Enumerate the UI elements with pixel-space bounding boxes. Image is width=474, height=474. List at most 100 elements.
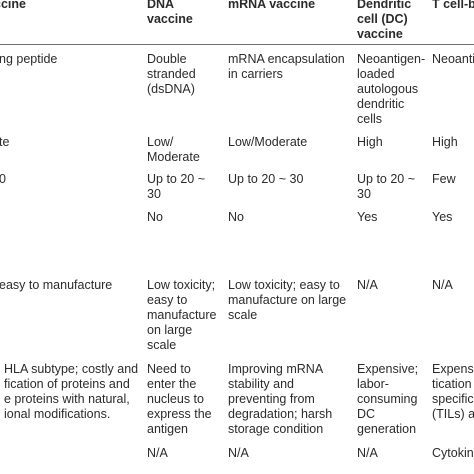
cell-line: N/A	[147, 446, 168, 460]
row-6-dc: Expensive; labor- consuming DC generatio…	[357, 362, 418, 437]
row-6-dna: Need to enter the nucleus to express the…	[147, 362, 212, 437]
row-2-col-0: te	[0, 135, 9, 150]
cell-line: antigen	[147, 422, 189, 436]
row-7-t-cell: Cytokin	[432, 446, 474, 461]
cell-line: easy to manufacture	[0, 278, 113, 292]
cell-line: degradation; harsh	[228, 407, 333, 421]
header-dc-vaccine: Dendritic cell (DC) vaccine	[357, 0, 411, 42]
cell-line: dendritic	[357, 97, 405, 111]
row-4-t-cell: Yes	[432, 210, 452, 225]
row-1-col-0: ng peptide	[0, 52, 57, 67]
row-2-dc: High	[357, 135, 383, 150]
row-3-mrna: Up to 20 ~ 30	[228, 172, 303, 187]
cell-line: manufacture on large	[228, 293, 347, 307]
cell-line: stability and	[228, 377, 295, 391]
row-5-dc: N/A	[357, 278, 378, 293]
cell-line: specific	[432, 392, 474, 406]
header-dna-vaccine: DNA vaccine	[147, 0, 193, 27]
cell-line: cells	[357, 112, 383, 126]
cell-line: N/A	[228, 446, 249, 460]
cell-line: Up to 20 ~	[147, 172, 206, 186]
cell-line: Few	[432, 172, 456, 186]
cell-line: in carriers	[228, 67, 283, 81]
row-3-t-cell: Few	[432, 172, 456, 187]
cell-line: e proteins with natural,	[4, 392, 130, 406]
cell-line: loaded	[357, 67, 395, 81]
cell-line: N/A	[432, 278, 453, 292]
cell-line: scale	[228, 308, 258, 322]
row-2-mrna: Low/Moderate	[228, 135, 307, 150]
row-5-t-cell: N/A	[432, 278, 453, 293]
cell-line: N/A	[357, 278, 378, 292]
cell-line: nucleus to	[147, 392, 204, 406]
cell-line: N/A	[357, 446, 378, 460]
cell-line: express the	[147, 407, 212, 421]
cell-line: preventing from	[228, 392, 315, 406]
row-4-dna: No	[147, 210, 163, 225]
cell-line: generation	[357, 422, 417, 436]
row-7-dna: N/A	[147, 446, 168, 461]
cell-line: ional modifications.	[4, 407, 111, 421]
row-1-mrna: mRNA encapsulation in carriers	[228, 52, 345, 82]
header-t-cell: T cell-b	[432, 0, 474, 12]
cell-line: Moderate	[147, 150, 200, 164]
cell-line: Cytokin	[432, 446, 474, 460]
cell-line: Low toxicity; easy to	[228, 278, 340, 292]
header-divider	[0, 44, 474, 45]
row-5-col-0: easy to manufacture	[0, 278, 112, 293]
header-line: DNA	[147, 0, 175, 11]
cell-line: (dsDNA)	[147, 82, 195, 96]
cell-line: scale	[147, 338, 177, 352]
row-6-t-cell: Expensi tication an specific (TILs) and	[432, 362, 474, 422]
cell-line: ng peptide	[0, 52, 58, 66]
cell-line: on large	[147, 323, 193, 337]
row-7-mrna: N/A	[228, 446, 249, 461]
cell-line: fication of proteins and	[4, 377, 130, 391]
row-5-mrna: Low toxicity; easy to manufacture on lar…	[228, 278, 346, 323]
cell-line: Neoantigen-	[357, 52, 426, 66]
row-4-mrna: No	[228, 210, 244, 225]
header-line: cell (DC)	[357, 12, 408, 26]
header-line: ccine	[0, 0, 26, 11]
row-1-dna: Double stranded (dsDNA)	[147, 52, 196, 97]
cell-line: consuming	[357, 392, 418, 406]
cell-line: mRNA encapsulation	[228, 52, 345, 66]
cell-line: Expensive;	[357, 362, 419, 376]
row-1-t-cell: Neoanti	[432, 52, 474, 67]
row-5-dna: Low toxicity; easy to manufacture on lar…	[147, 278, 216, 353]
header-line: Dendritic	[357, 0, 412, 11]
header-mrna-vaccine: mRNA vaccine	[228, 0, 315, 12]
cell-line: storage condition	[228, 422, 324, 436]
row-3-dc: Up to 20 ~ 30	[357, 172, 415, 202]
cell-line: 30	[357, 187, 371, 201]
cell-line: te	[0, 135, 10, 149]
row-6-col-0: HLA subtype; costly and fication of prot…	[4, 362, 138, 422]
cell-line: manufacture	[147, 308, 217, 322]
row-2-dna: Low/ Moderate	[147, 135, 200, 165]
cell-line: Expensi	[432, 362, 474, 376]
cell-line: Low/	[147, 135, 174, 149]
cell-line: (TILs) and	[432, 407, 474, 421]
cell-line: Low toxicity;	[147, 278, 216, 292]
row-3-col-0: 0	[0, 172, 6, 187]
cell-line: Yes	[432, 210, 453, 224]
cell-line: Up to 20 ~	[357, 172, 416, 186]
cell-line: No	[147, 210, 163, 224]
header-line: T cell-b	[432, 0, 474, 11]
cell-line: Improving mRNA	[228, 362, 324, 376]
cell-line: Up to 20 ~ 30	[228, 172, 304, 186]
cell-line: 30	[147, 187, 161, 201]
header-line: vaccine	[147, 12, 193, 26]
row-3-dna: Up to 20 ~ 30	[147, 172, 205, 202]
cell-line: easy to	[147, 293, 188, 307]
row-2-t-cell: High	[432, 135, 458, 150]
cell-line: High	[432, 135, 458, 149]
cell-line: stranded	[147, 67, 196, 81]
cell-line: 0	[0, 172, 6, 186]
header-line: mRNA vaccine	[228, 0, 316, 11]
row-1-dc: Neoantigen- loaded autologous dendritic …	[357, 52, 425, 127]
cell-line: Low/Moderate	[228, 135, 308, 149]
header-col-0: ccine	[0, 0, 26, 12]
cell-line: tication an	[432, 377, 474, 391]
cell-line: enter the	[147, 377, 197, 391]
